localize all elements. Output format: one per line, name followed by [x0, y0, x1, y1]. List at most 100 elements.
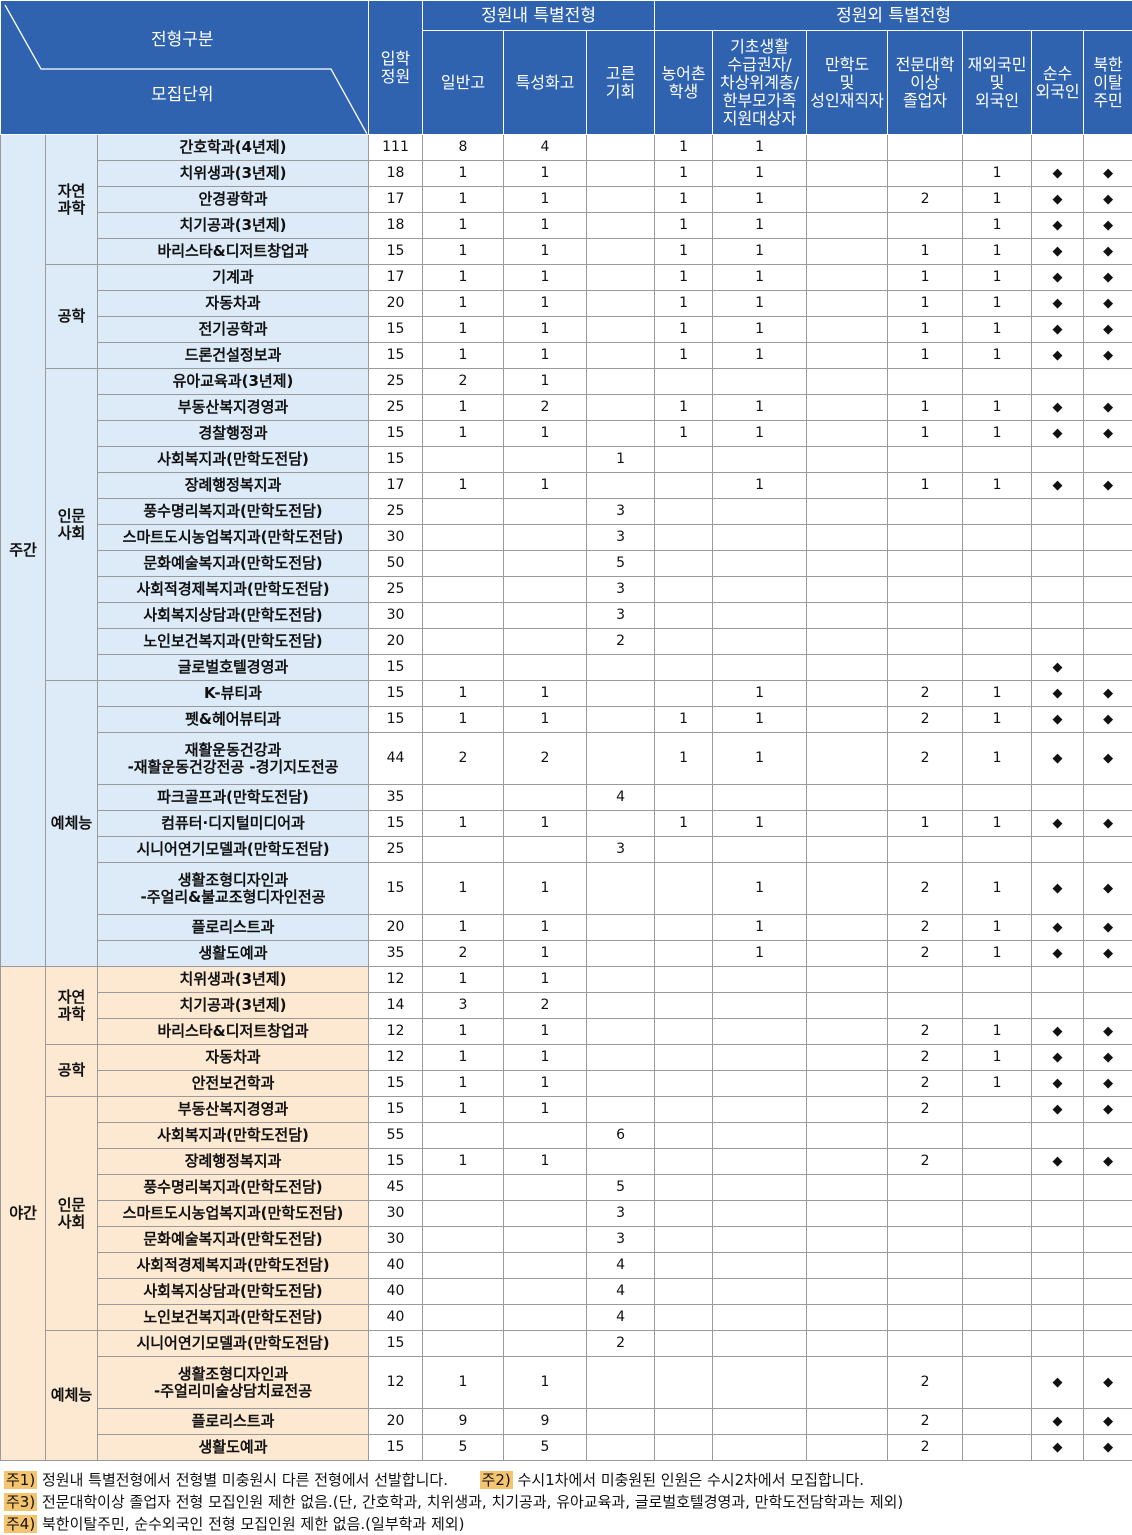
count-low-income — [713, 1357, 807, 1409]
count-equal-opportunity — [587, 291, 655, 317]
quota-value: 20 — [369, 915, 423, 941]
count-pure-foreigner: ◆ — [1032, 707, 1084, 733]
count-pure-foreigner: ◆ — [1032, 239, 1084, 265]
count-adult-learner — [807, 629, 888, 655]
quota-value: 20 — [369, 629, 423, 655]
count-equal-opportunity: 4 — [587, 785, 655, 811]
count-north-korean-defector: ◆ — [1084, 681, 1132, 707]
count-pure-foreigner: ◆ — [1032, 941, 1084, 967]
note-text: 정원내 특별전형에서 전형별 미충원시 다른 전형에서 선발합니다. — [42, 1471, 448, 1489]
count-north-korean-defector — [1084, 1175, 1132, 1201]
department-name: 바리스타&디저트창업과 — [98, 1019, 369, 1045]
count-specialized-high — [504, 1175, 587, 1201]
quota-value: 111 — [369, 135, 423, 161]
count-north-korean-defector: ◆ — [1084, 941, 1132, 967]
department-name: 풍수명리복지과(만학도전담) — [98, 1175, 369, 1201]
count-north-korean-defector — [1084, 1201, 1132, 1227]
count-pure-foreigner — [1032, 1331, 1084, 1357]
count-north-korean-defector — [1084, 135, 1132, 161]
count-north-korean-defector: ◆ — [1084, 187, 1132, 213]
count-specialized-high — [504, 655, 587, 681]
count-pure-foreigner — [1032, 499, 1084, 525]
count-general-high — [423, 1331, 504, 1357]
count-general-high: 1 — [423, 291, 504, 317]
count-general-high: 2 — [423, 369, 504, 395]
quota-value: 12 — [369, 1357, 423, 1409]
department-name: 치위생과(3년제) — [98, 967, 369, 993]
count-specialized-high: 4 — [504, 135, 587, 161]
department-name: 자동차과 — [98, 291, 369, 317]
count-pure-foreigner: ◆ — [1032, 915, 1084, 941]
count-specialized-high: 1 — [504, 941, 587, 967]
count-specialized-high — [504, 447, 587, 473]
count-adult-learner — [807, 187, 888, 213]
count-north-korean-defector — [1084, 551, 1132, 577]
quota-value: 12 — [369, 1045, 423, 1071]
count-specialized-high: 1 — [504, 421, 587, 447]
count-rural-student — [655, 1357, 713, 1409]
count-college-graduate — [888, 499, 963, 525]
count-equal-opportunity — [587, 1357, 655, 1409]
count-college-graduate: 2 — [888, 941, 963, 967]
count-pure-foreigner — [1032, 447, 1084, 473]
count-overseas-korean: 1 — [963, 239, 1032, 265]
count-overseas-korean — [963, 525, 1032, 551]
count-overseas-korean — [963, 1227, 1032, 1253]
count-adult-learner — [807, 733, 888, 785]
count-adult-learner — [807, 1149, 888, 1175]
count-overseas-korean — [963, 1253, 1032, 1279]
count-overseas-korean — [963, 1123, 1032, 1149]
count-overseas-korean — [963, 135, 1032, 161]
count-overseas-korean — [963, 603, 1032, 629]
count-adult-learner — [807, 1435, 888, 1461]
count-north-korean-defector: ◆ — [1084, 291, 1132, 317]
count-college-graduate: 2 — [888, 915, 963, 941]
count-north-korean-defector — [1084, 993, 1132, 1019]
count-general-high: 1 — [423, 239, 504, 265]
count-general-high: 1 — [423, 1019, 504, 1045]
count-general-high: 1 — [423, 811, 504, 837]
count-overseas-korean — [963, 1097, 1032, 1123]
count-rural-student: 1 — [655, 239, 713, 265]
count-college-graduate — [888, 1253, 963, 1279]
department-name: 생활도예과 — [98, 941, 369, 967]
count-low-income — [713, 1227, 807, 1253]
count-rural-student: 1 — [655, 421, 713, 447]
count-north-korean-defector — [1084, 1279, 1132, 1305]
count-college-graduate: 1 — [888, 395, 963, 421]
count-college-graduate: 2 — [888, 1409, 963, 1435]
count-equal-opportunity: 3 — [587, 837, 655, 863]
count-adult-learner — [807, 1175, 888, 1201]
count-college-graduate — [888, 369, 963, 395]
count-adult-learner — [807, 1071, 888, 1097]
count-equal-opportunity: 3 — [587, 499, 655, 525]
count-adult-learner — [807, 1279, 888, 1305]
quota-value: 25 — [369, 369, 423, 395]
quota-value: 44 — [369, 733, 423, 785]
group-out-quota-header: 정원외 특별전형 — [655, 1, 1132, 31]
count-overseas-korean: 1 — [963, 1071, 1032, 1097]
count-equal-opportunity — [587, 1097, 655, 1123]
department-name: 풍수명리복지과(만학도전담) — [98, 499, 369, 525]
count-adult-learner — [807, 681, 888, 707]
count-rural-student — [655, 1071, 713, 1097]
quota-value: 15 — [369, 1331, 423, 1357]
count-low-income: 1 — [713, 941, 807, 967]
count-adult-learner — [807, 395, 888, 421]
count-general-high: 1 — [423, 343, 504, 369]
count-overseas-korean: 1 — [963, 1019, 1032, 1045]
count-general-high — [423, 1253, 504, 1279]
count-rural-student — [655, 655, 713, 681]
count-rural-student — [655, 1305, 713, 1331]
count-pure-foreigner: ◆ — [1032, 1149, 1084, 1175]
department-name: 사회복지상담과(만학도전담) — [98, 603, 369, 629]
department-name: 문화예술복지과(만학도전담) — [98, 551, 369, 577]
count-adult-learner — [807, 291, 888, 317]
quota-value: 15 — [369, 707, 423, 733]
